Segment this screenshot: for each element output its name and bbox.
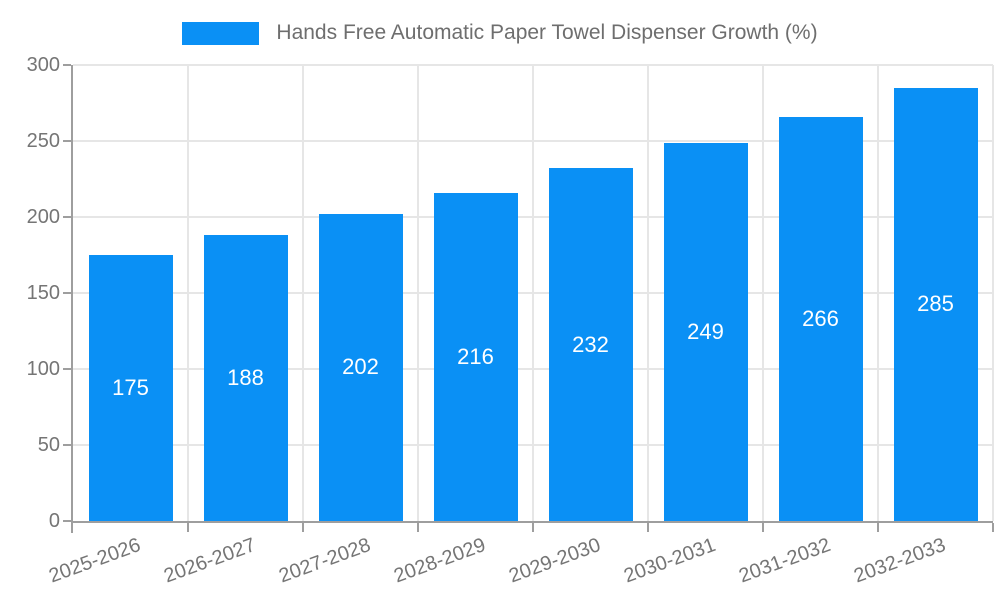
bar-2026-2027: 188 <box>203 235 288 521</box>
x-axis-tick <box>417 523 419 532</box>
x-axis-tick <box>187 523 189 532</box>
bar-value-label: 175 <box>112 375 149 400</box>
y-axis-tick <box>63 520 71 522</box>
bar-value-label: 266 <box>802 305 839 331</box>
bar-value-label: 202 <box>342 354 379 380</box>
bar-value-label: 188 <box>227 365 264 391</box>
x-axis <box>71 521 993 523</box>
bar-value-label: 285 <box>917 291 954 317</box>
x-axis-tick <box>647 523 649 532</box>
bar-2025-2026: 175 <box>88 255 173 521</box>
v-gridline <box>877 65 879 521</box>
legend-label: Hands Free Automatic Paper Towel Dispens… <box>276 21 818 44</box>
x-axis-tick <box>532 523 534 532</box>
y-tick-label: 200 <box>26 206 60 228</box>
bar-2028-2029: 216 <box>433 192 518 521</box>
y-tick-label: 150 <box>26 282 60 304</box>
v-gridline <box>532 65 534 521</box>
y-tick-label: 250 <box>26 130 60 152</box>
y-tick-label: 0 <box>48 510 60 532</box>
x-axis-tick <box>71 523 73 532</box>
y-tick-label: 100 <box>26 358 60 380</box>
x-axis-tick <box>762 523 764 532</box>
x-axis-tick <box>302 523 304 532</box>
bar-2032-2033: 285 <box>893 87 978 521</box>
v-gridline <box>302 65 304 521</box>
y-axis-tick <box>63 140 71 142</box>
plot-area: 175 188 202 216 232 249 266 285 0 50 100 150 200 250… <box>27 55 994 587</box>
legend-swatch <box>182 21 260 45</box>
v-gridline <box>187 65 189 521</box>
y-axis-tick <box>63 216 71 218</box>
bar-2030-2031: 249 <box>663 142 748 521</box>
v-gridline <box>992 65 994 521</box>
y-axis <box>71 65 73 533</box>
y-axis-tick <box>63 292 71 294</box>
chart-legend[interactable]: Hands Free Automatic Paper Towel Dispens… <box>0 18 1000 48</box>
y-tick-label: 50 <box>37 434 60 456</box>
x-axis-tick <box>877 523 879 532</box>
y-axis-tick <box>63 64 71 66</box>
v-gridline <box>647 65 649 521</box>
y-axis-tick <box>63 368 71 370</box>
bar-2029-2030: 232 <box>548 168 633 521</box>
bar-value-label: 232 <box>572 331 609 357</box>
bar-2031-2032: 266 <box>778 116 863 521</box>
v-gridline <box>417 65 419 521</box>
bar-value-label: 216 <box>457 343 494 369</box>
bar-value-label: 249 <box>687 318 724 344</box>
y-axis-tick <box>63 444 71 446</box>
bar-2027-2028: 202 <box>318 213 403 521</box>
x-axis-tick <box>992 523 994 532</box>
y-tick-label: 300 <box>26 54 60 76</box>
v-gridline <box>762 65 764 521</box>
